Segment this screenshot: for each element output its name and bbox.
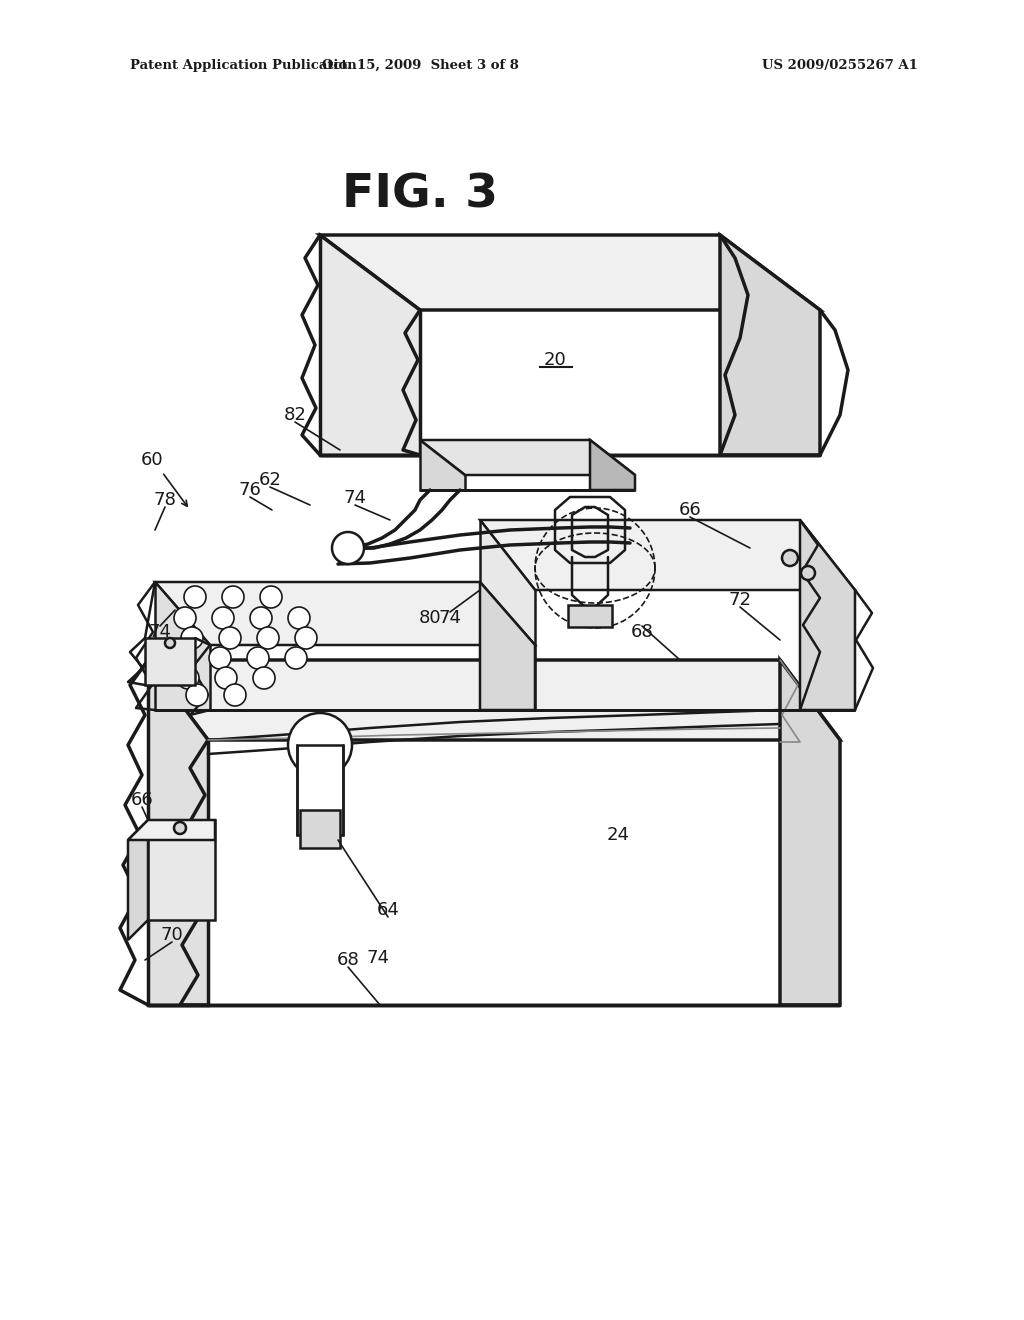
Polygon shape xyxy=(720,235,820,455)
Polygon shape xyxy=(155,582,210,710)
Circle shape xyxy=(177,667,199,689)
Circle shape xyxy=(184,586,206,609)
Circle shape xyxy=(165,638,175,648)
Polygon shape xyxy=(420,440,635,475)
Circle shape xyxy=(186,684,208,706)
Circle shape xyxy=(209,647,231,669)
Circle shape xyxy=(171,647,193,669)
Circle shape xyxy=(222,586,244,609)
Circle shape xyxy=(260,586,282,609)
Circle shape xyxy=(174,607,196,630)
Circle shape xyxy=(219,627,241,649)
Circle shape xyxy=(215,667,237,689)
Circle shape xyxy=(174,822,186,834)
Polygon shape xyxy=(480,520,535,710)
Polygon shape xyxy=(800,520,855,710)
Text: 74: 74 xyxy=(148,623,171,642)
Text: 60: 60 xyxy=(140,451,163,469)
Circle shape xyxy=(181,627,203,649)
Text: 74: 74 xyxy=(343,488,367,507)
Polygon shape xyxy=(148,660,840,741)
Circle shape xyxy=(288,713,352,777)
Polygon shape xyxy=(480,582,535,710)
Text: 62: 62 xyxy=(259,471,282,488)
Polygon shape xyxy=(145,638,195,685)
Polygon shape xyxy=(420,440,465,490)
Text: 74: 74 xyxy=(367,949,389,968)
Polygon shape xyxy=(780,660,840,1005)
Text: 64: 64 xyxy=(377,902,399,919)
Text: 24: 24 xyxy=(606,826,630,843)
Circle shape xyxy=(295,627,317,649)
Circle shape xyxy=(801,566,815,579)
Text: Patent Application Publication: Patent Application Publication xyxy=(130,58,356,71)
Text: 70: 70 xyxy=(161,927,183,944)
Text: 74: 74 xyxy=(438,609,462,627)
Circle shape xyxy=(285,647,307,669)
Circle shape xyxy=(782,550,798,566)
Polygon shape xyxy=(300,810,340,847)
Polygon shape xyxy=(480,520,855,590)
Text: 76: 76 xyxy=(239,480,261,499)
Text: Oct. 15, 2009  Sheet 3 of 8: Oct. 15, 2009 Sheet 3 of 8 xyxy=(322,58,518,71)
Text: 72: 72 xyxy=(728,591,752,609)
Text: 66: 66 xyxy=(679,502,701,519)
Circle shape xyxy=(253,667,275,689)
Polygon shape xyxy=(128,820,148,940)
Text: 82: 82 xyxy=(284,407,306,424)
Circle shape xyxy=(332,532,364,564)
Circle shape xyxy=(257,627,279,649)
Circle shape xyxy=(288,607,310,630)
Polygon shape xyxy=(155,582,535,645)
Text: FIG. 3: FIG. 3 xyxy=(342,173,498,218)
Circle shape xyxy=(247,647,269,669)
Polygon shape xyxy=(148,660,208,1005)
Polygon shape xyxy=(319,235,420,455)
Text: US 2009/0255267 A1: US 2009/0255267 A1 xyxy=(762,58,918,71)
Polygon shape xyxy=(297,744,343,836)
Circle shape xyxy=(212,607,234,630)
Text: 78: 78 xyxy=(154,491,176,510)
Polygon shape xyxy=(148,820,215,920)
Text: 68: 68 xyxy=(337,950,359,969)
Polygon shape xyxy=(319,235,820,310)
Text: 80: 80 xyxy=(419,609,441,627)
Polygon shape xyxy=(568,605,612,627)
Text: 68: 68 xyxy=(631,623,653,642)
Text: 20: 20 xyxy=(544,351,566,370)
Text: 66: 66 xyxy=(131,791,154,809)
Polygon shape xyxy=(128,820,215,840)
Polygon shape xyxy=(590,440,635,490)
Circle shape xyxy=(224,684,246,706)
Circle shape xyxy=(250,607,272,630)
